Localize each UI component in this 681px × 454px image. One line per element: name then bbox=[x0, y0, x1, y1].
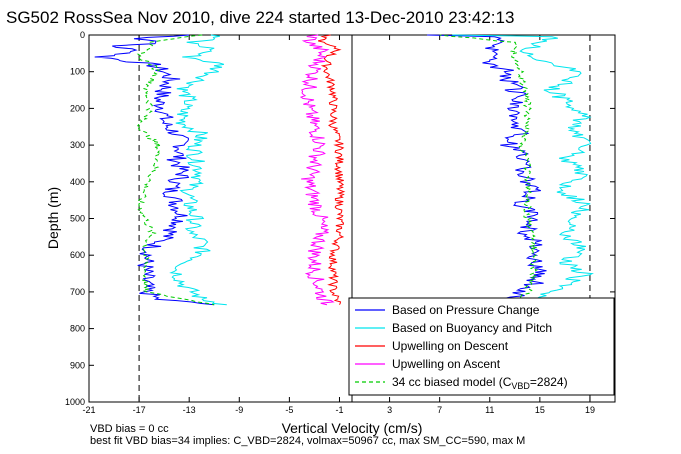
legend-label-biased-model: 34 cc biased model (CVBD=2824) bbox=[392, 375, 568, 391]
x-tick-label: 7 bbox=[437, 405, 442, 415]
x-tick-label: -13 bbox=[183, 405, 196, 415]
y-tick-label: 1000 bbox=[65, 397, 85, 407]
legend-label-biased-model-main: 34 cc biased model (C bbox=[392, 375, 512, 389]
legend-label-biased-model-tail: =2824) bbox=[530, 375, 568, 389]
x-axis-label: Vertical Velocity (cm/s) bbox=[282, 420, 423, 436]
series-line-5-descent bbox=[136, 34, 215, 306]
series-line-2-descent bbox=[169, 34, 227, 306]
legend-label-upwelling-ascent: Upwelling on Ascent bbox=[392, 357, 501, 371]
x-tick-label: -5 bbox=[285, 405, 293, 415]
legend-label-pressure: Based on Pressure Change bbox=[392, 303, 540, 317]
y-tick-label: 300 bbox=[70, 140, 85, 150]
x-tick-label: 15 bbox=[535, 405, 545, 415]
y-axis-label: Depth (m) bbox=[45, 187, 61, 249]
y-tick-label: 900 bbox=[70, 360, 85, 370]
legend: Based on Pressure Change Based on Buoyan… bbox=[348, 297, 615, 396]
y-tick-label: 600 bbox=[70, 250, 85, 260]
y-tick-label: 0 bbox=[80, 30, 85, 40]
chart-title: SG502 RossSea Nov 2010, dive 224 started… bbox=[6, 8, 514, 27]
legend-box bbox=[348, 297, 615, 396]
y-tick-label: 700 bbox=[70, 287, 85, 297]
series-line-2-ascent bbox=[452, 34, 594, 306]
series-line-4-descent bbox=[299, 34, 335, 306]
legend-label-upwelling-descent: Upwelling on Descent bbox=[392, 339, 509, 353]
y-tick-label: 100 bbox=[70, 67, 85, 77]
series-line-5-ascent bbox=[439, 34, 539, 306]
x-tick-label: -1 bbox=[335, 405, 343, 415]
x-tick-label: -9 bbox=[235, 405, 243, 415]
plot-area: -21 -17 -13 -9 -5 -1 3 7 11 15 1901002003004005006… bbox=[65, 30, 616, 415]
x-tick-label: -21 bbox=[82, 405, 95, 415]
legend-label-biased-model-sub: VBD bbox=[511, 381, 530, 391]
x-tick-label: 19 bbox=[585, 405, 595, 415]
footer-line-2: best fit VBD bias=34 implies: C_VBD=2824… bbox=[90, 435, 525, 447]
x-tick-label: -17 bbox=[133, 405, 146, 415]
legend-label-buoyancy: Based on Buoyancy and Pitch bbox=[392, 321, 552, 335]
x-tick-label: 11 bbox=[485, 405, 494, 415]
y-tick-label: 800 bbox=[70, 324, 85, 334]
series-line-3-descent bbox=[317, 34, 346, 305]
series-line-1-ascent bbox=[427, 34, 547, 306]
y-tick-label: 200 bbox=[70, 103, 85, 113]
x-tick-label: 3 bbox=[387, 405, 392, 415]
y-tick-label: 400 bbox=[70, 177, 85, 187]
footer-line-1: VBD bias = 0 cc bbox=[90, 423, 169, 435]
y-tick-label: 500 bbox=[70, 214, 85, 224]
